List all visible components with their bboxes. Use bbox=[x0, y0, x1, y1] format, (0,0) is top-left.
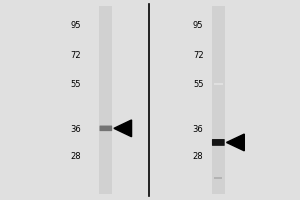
Polygon shape bbox=[226, 134, 244, 151]
Text: 36: 36 bbox=[193, 125, 203, 134]
Bar bbox=[214, 177, 222, 179]
FancyBboxPatch shape bbox=[212, 139, 225, 146]
Text: 28: 28 bbox=[193, 152, 203, 161]
FancyBboxPatch shape bbox=[100, 126, 112, 131]
Text: 28: 28 bbox=[70, 152, 81, 161]
Text: 95: 95 bbox=[193, 21, 203, 30]
Bar bbox=[99, 6, 112, 194]
Bar bbox=[214, 129, 223, 131]
Text: 55: 55 bbox=[193, 80, 203, 89]
Bar bbox=[214, 83, 223, 85]
Text: 36: 36 bbox=[70, 125, 81, 134]
Polygon shape bbox=[114, 120, 132, 137]
Text: 72: 72 bbox=[70, 51, 81, 60]
Text: 95: 95 bbox=[70, 21, 81, 30]
Text: 72: 72 bbox=[193, 51, 203, 60]
Text: 55: 55 bbox=[70, 80, 81, 89]
Bar bbox=[212, 6, 225, 194]
